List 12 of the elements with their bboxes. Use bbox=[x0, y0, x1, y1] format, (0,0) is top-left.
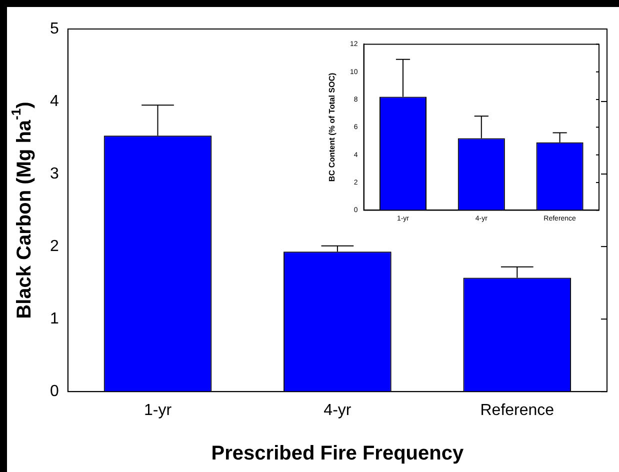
y-tick-label: 4 bbox=[50, 92, 59, 110]
x-axis-title: Prescribed Fire Frequency bbox=[211, 442, 464, 465]
y-tick-label: 5 bbox=[50, 20, 59, 38]
y-axis-title: BC Content (% of Total SOC) bbox=[327, 72, 336, 182]
y-tick-label: 1 bbox=[50, 310, 59, 328]
y-tick-label: 2 bbox=[50, 238, 59, 255]
x-tick-label: Reference bbox=[480, 402, 554, 420]
y-axis-title: Black Carbon (Mg ha-1) bbox=[8, 102, 36, 319]
x-tick-label: 4-yr bbox=[324, 402, 352, 420]
y-tick-label: 0 bbox=[50, 383, 59, 400]
x-tick-label: 1-yr bbox=[144, 402, 172, 420]
y-tick-label: 3 bbox=[50, 165, 59, 182]
